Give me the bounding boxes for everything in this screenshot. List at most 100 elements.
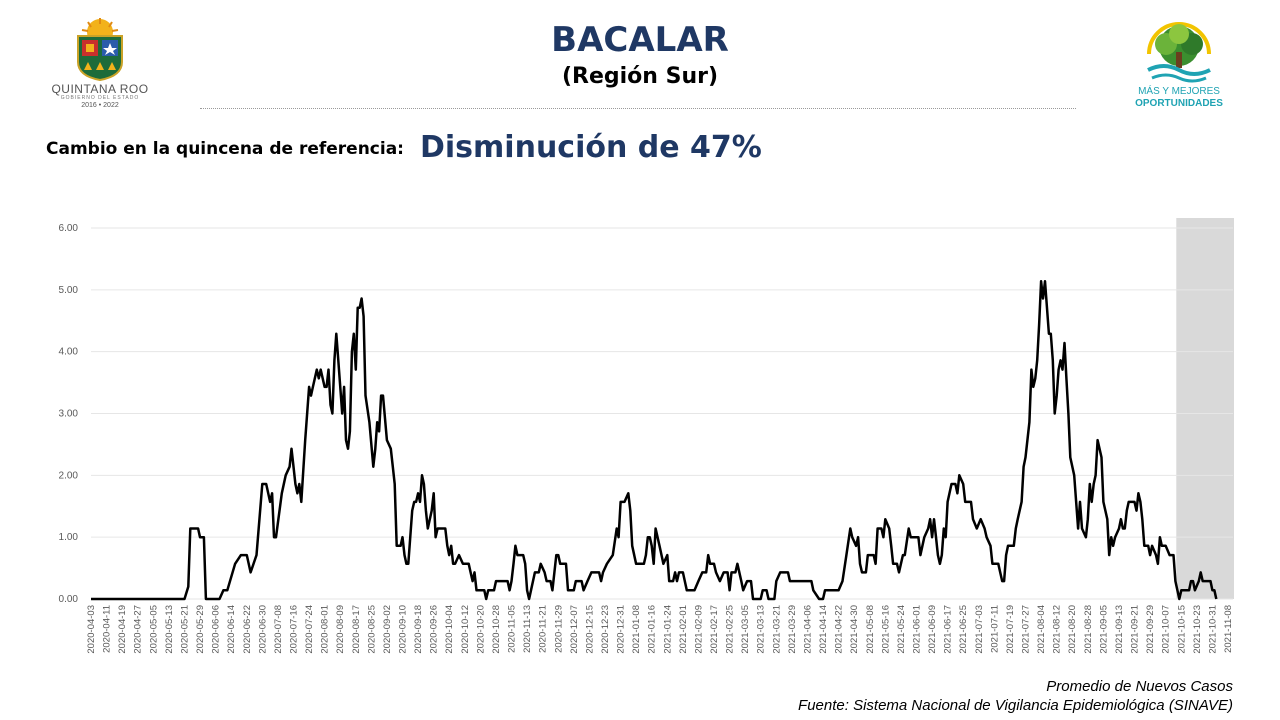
y-tick-label: 4.00 bbox=[59, 347, 79, 358]
x-tick-label: 2020-05-29 bbox=[195, 605, 206, 654]
x-tick-label: 2020-09-02 bbox=[382, 605, 393, 654]
x-tick-label: 2021-03-21 bbox=[771, 605, 782, 654]
x-tick-label: 2020-11-29 bbox=[553, 605, 564, 653]
x-tick-label: 2021-07-19 bbox=[1005, 605, 1016, 654]
x-tick-label: 2021-09-21 bbox=[1130, 605, 1141, 654]
change-label: Cambio en la quincena de referencia: bbox=[46, 139, 404, 159]
x-tick-label: 2021-02-01 bbox=[678, 605, 689, 654]
x-tick-label: 2021-04-06 bbox=[802, 605, 813, 654]
x-tick-label: 2021-10-15 bbox=[1176, 605, 1187, 654]
x-tick-label: 2020-08-09 bbox=[335, 605, 346, 654]
x-tick-label: 2020-08-25 bbox=[366, 605, 377, 654]
x-tick-label: 2021-10-23 bbox=[1192, 605, 1203, 654]
y-tick-label: 6.00 bbox=[59, 223, 79, 234]
x-tick-label: 2021-06-01 bbox=[911, 605, 922, 654]
x-tick-label: 2021-05-24 bbox=[896, 605, 907, 654]
x-tick-label: 2020-11-21 bbox=[538, 605, 549, 653]
x-tick-label: 2021-08-20 bbox=[1067, 605, 1078, 654]
x-tick-label: 2020-04-19 bbox=[117, 605, 128, 654]
x-tick-label: 2021-09-29 bbox=[1145, 605, 1156, 654]
x-tick-label: 2021-01-08 bbox=[631, 605, 642, 654]
x-tick-label: 2021-10-31 bbox=[1207, 605, 1218, 654]
x-tick-label: 2020-12-15 bbox=[584, 605, 595, 654]
x-tick-label: 2020-09-18 bbox=[413, 605, 424, 654]
x-tick-label: 2020-12-23 bbox=[600, 605, 611, 654]
x-tick-label: 2021-04-22 bbox=[834, 605, 845, 654]
logo-state-subtitle: GOBIERNO DEL ESTADO bbox=[60, 95, 140, 101]
x-tick-label: 2021-07-11 bbox=[989, 605, 1000, 653]
x-tick-label: 2020-07-16 bbox=[288, 605, 299, 654]
series-note: Promedio de Nuevos Casos bbox=[1046, 678, 1233, 695]
x-tick-label: 2020-10-20 bbox=[475, 605, 486, 654]
x-tick-label: 2020-06-14 bbox=[226, 605, 237, 654]
x-tick-label: 2020-08-01 bbox=[320, 605, 331, 654]
x-tick-label: 2021-10-07 bbox=[1161, 605, 1172, 654]
x-tick-label: 2020-04-11 bbox=[102, 605, 113, 653]
x-tick-label: 2021-07-27 bbox=[1021, 605, 1032, 654]
x-tick-label: 2021-06-09 bbox=[927, 605, 938, 654]
x-tick-label: 2020-11-05 bbox=[507, 605, 518, 653]
y-tick-label: 0.00 bbox=[59, 594, 79, 605]
y-tick-label: 1.00 bbox=[59, 532, 79, 543]
x-tick-label: 2021-07-03 bbox=[974, 605, 985, 654]
x-tick-label: 2020-12-31 bbox=[616, 605, 627, 654]
cases-series-line bbox=[91, 279, 1218, 601]
x-tick-label: 2020-04-03 bbox=[86, 605, 97, 654]
tree-icon bbox=[1147, 22, 1211, 83]
reference-period-band bbox=[1176, 218, 1234, 599]
x-tick-label: 2021-05-08 bbox=[865, 605, 876, 654]
x-tick-label: 2021-06-17 bbox=[943, 605, 954, 654]
x-tick-label: 2021-06-25 bbox=[958, 605, 969, 654]
x-tick-label: 2021-02-09 bbox=[693, 605, 704, 654]
x-tick-label: 2021-09-05 bbox=[1098, 605, 1109, 654]
x-tick-label: 2020-05-21 bbox=[179, 605, 190, 654]
y-tick-label: 3.00 bbox=[59, 409, 79, 420]
x-tick-label: 2020-07-24 bbox=[304, 605, 315, 654]
x-tick-label: 2021-08-28 bbox=[1083, 605, 1094, 654]
header-divider bbox=[200, 108, 1076, 109]
x-tick-label: 2021-08-12 bbox=[1052, 605, 1063, 654]
logo-slogan-line2: OPORTUNIDADES bbox=[1135, 98, 1223, 109]
cases-line-chart: 0.00 1.00 2.00 3.00 4.00 5.00 6.00 2020-04-03 20… bbox=[59, 218, 1234, 654]
x-tick-label: 2021-03-05 bbox=[740, 605, 751, 654]
x-tick-label: 2020-09-10 bbox=[398, 605, 409, 654]
x-tick-label: 2021-02-17 bbox=[709, 605, 720, 654]
x-tick-label: 2020-12-07 bbox=[569, 605, 580, 654]
x-tick-label: 2021-02-25 bbox=[725, 605, 736, 654]
x-tick-label: 2020-04-27 bbox=[133, 605, 144, 654]
x-tick-label: 2021-09-13 bbox=[1114, 605, 1125, 654]
x-tick-label: 2021-01-24 bbox=[662, 605, 673, 654]
x-tick-label: 2020-09-26 bbox=[429, 605, 440, 654]
page-title: BACALAR bbox=[551, 20, 729, 60]
x-tick-label: 2020-10-28 bbox=[491, 605, 502, 654]
quintana-roo-logo: QUINTANA ROO GOBIERNO DEL ESTADO 2016 • … bbox=[44, 18, 156, 114]
logo-years: 2016 • 2022 bbox=[81, 102, 119, 109]
x-tick-label: 2020-05-05 bbox=[148, 605, 159, 654]
y-tick-label: 5.00 bbox=[59, 285, 79, 296]
x-tick-label: 2021-08-04 bbox=[1036, 605, 1047, 654]
x-tick-label: 2021-11-08 bbox=[1223, 605, 1234, 653]
x-tick-label: 2021-03-13 bbox=[756, 605, 767, 654]
y-tick-label: 2.00 bbox=[59, 470, 79, 481]
x-tick-label: 2021-05-16 bbox=[880, 605, 891, 654]
logo-state-name: QUINTANA ROO bbox=[51, 82, 149, 96]
x-tick-label: 2021-03-29 bbox=[787, 605, 798, 654]
x-tick-label: 2020-06-30 bbox=[257, 605, 268, 654]
oportunidades-logo: MÁS Y MEJORES OPORTUNIDADES bbox=[1124, 20, 1234, 116]
x-tick-label: 2020-08-17 bbox=[351, 605, 362, 654]
x-tick-label: 2020-07-08 bbox=[273, 605, 284, 654]
x-tick-label: 2021-04-14 bbox=[818, 605, 829, 654]
coat-of-arms-icon bbox=[77, 18, 123, 82]
logo-slogan-line1: MÁS Y MEJORES bbox=[1138, 86, 1220, 97]
x-tick-label: 2020-06-22 bbox=[242, 605, 253, 654]
x-tick-label: 2021-01-16 bbox=[647, 605, 658, 654]
x-tick-label: 2020-10-04 bbox=[444, 605, 455, 654]
change-value: Disminución de 47% bbox=[420, 130, 762, 165]
x-tick-label: 2021-04-30 bbox=[849, 605, 860, 654]
x-tick-label: 2020-06-06 bbox=[211, 605, 222, 654]
x-tick-label: 2020-11-13 bbox=[522, 605, 533, 653]
x-tick-label: 2020-05-13 bbox=[164, 605, 175, 654]
data-source: Fuente: Sistema Nacional de Vigilancia E… bbox=[798, 697, 1233, 714]
page-subtitle: (Región Sur) bbox=[561, 64, 719, 89]
x-tick-label: 2020-10-12 bbox=[460, 605, 471, 654]
